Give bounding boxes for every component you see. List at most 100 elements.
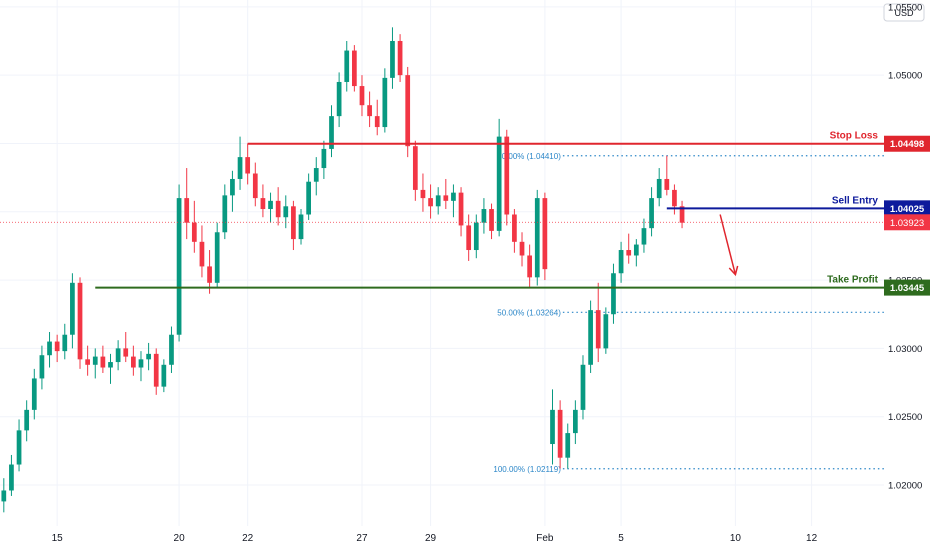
candle-body[interactable]: [176, 198, 182, 335]
price-levels[interactable]: Stop Loss Sell Entry Take Profit: [0, 131, 884, 289]
candle-body[interactable]: [268, 200, 273, 210]
candle-body[interactable]: [169, 334, 174, 365]
candles[interactable]: [1, 27, 685, 513]
candle-body[interactable]: [390, 40, 395, 78]
candle-body[interactable]: [344, 50, 350, 82]
candle-body[interactable]: [199, 241, 205, 267]
candle-body[interactable]: [519, 241, 525, 256]
candle-body[interactable]: [367, 105, 372, 117]
candle-body[interactable]: [542, 198, 548, 270]
candle-body[interactable]: [123, 348, 129, 357]
candle-body[interactable]: [92, 356, 98, 365]
candle-body[interactable]: [184, 198, 190, 223]
candle-body[interactable]: [313, 168, 319, 182]
candle-body[interactable]: [374, 116, 380, 128]
candle-body[interactable]: [588, 310, 593, 365]
candle-body[interactable]: [62, 334, 68, 352]
candle-body[interactable]: [153, 353, 159, 387]
candle-body[interactable]: [633, 244, 639, 256]
candle-body[interactable]: [359, 86, 365, 106]
candle-body[interactable]: [161, 364, 167, 387]
candle-body[interactable]: [191, 222, 197, 242]
candle-body[interactable]: [443, 195, 449, 201]
candle-body[interactable]: [245, 157, 251, 174]
candle-body[interactable]: [70, 282, 75, 335]
candle-body[interactable]: [115, 348, 121, 363]
candle-body[interactable]: [24, 409, 30, 431]
candle-body[interactable]: [420, 189, 426, 199]
candle-body[interactable]: [351, 50, 357, 87]
candle-body[interactable]: [458, 192, 464, 226]
candle-body[interactable]: [572, 409, 578, 434]
candle-body[interactable]: [39, 355, 45, 379]
candle-body[interactable]: [321, 148, 327, 169]
candle-body[interactable]: [31, 378, 37, 410]
fib-retracement[interactable]: 0.00% (1.04410) 50.00% (1.03264) 100.00% (…: [493, 152, 884, 474]
candle-body[interactable]: [405, 75, 411, 147]
candle-body[interactable]: [138, 359, 144, 368]
candle-body[interactable]: [557, 409, 563, 458]
candle-body[interactable]: [527, 255, 533, 278]
candle-body[interactable]: [649, 198, 654, 229]
candle-body[interactable]: [641, 228, 647, 245]
candle-body[interactable]: [672, 189, 677, 207]
candle-body[interactable]: [306, 181, 312, 215]
candle-body[interactable]: [451, 192, 456, 201]
candle-body[interactable]: [222, 195, 228, 233]
currency-badge[interactable]: [883, 3, 925, 22]
candle-body[interactable]: [108, 362, 113, 368]
candle-body[interactable]: [252, 173, 258, 199]
candle-body[interactable]: [603, 314, 609, 349]
projection-arrow[interactable]: [719, 214, 739, 277]
candle-body[interactable]: [611, 273, 616, 315]
candle-body[interactable]: [275, 200, 281, 218]
candle-body[interactable]: [435, 195, 441, 207]
candle-body[interactable]: [595, 310, 601, 349]
candle-body[interactable]: [534, 198, 540, 278]
candle-body[interactable]: [580, 364, 586, 410]
candle-body[interactable]: [504, 136, 510, 215]
candle-body[interactable]: [428, 198, 433, 207]
candle-body[interactable]: [481, 209, 487, 223]
candle-body[interactable]: [77, 282, 83, 360]
candle-body[interactable]: [214, 232, 220, 283]
candle-body[interactable]: [329, 116, 334, 149]
candle-body[interactable]: [283, 206, 289, 218]
candle-body[interactable]: [336, 81, 342, 117]
candle-body[interactable]: [466, 225, 472, 251]
candle-body[interactable]: [54, 341, 60, 352]
candle-body[interactable]: [512, 214, 517, 242]
candle-body[interactable]: [1, 490, 7, 502]
candle-body[interactable]: [100, 356, 106, 368]
candle-body[interactable]: [260, 198, 266, 210]
candle-body[interactable]: [230, 178, 235, 196]
candle-body[interactable]: [626, 250, 632, 256]
candle-body[interactable]: [47, 341, 52, 356]
time-axis[interactable]: 15 20 22 27 29 Feb 5 10 12: [52, 533, 818, 544]
candle-body[interactable]: [412, 146, 418, 190]
candle-body[interactable]: [9, 464, 14, 491]
candle-body[interactable]: [382, 77, 388, 128]
candle-body[interactable]: [207, 266, 212, 283]
candle-body[interactable]: [237, 157, 243, 179]
candle-body[interactable]: [85, 359, 91, 365]
candle-body[interactable]: [291, 206, 296, 240]
candle-body[interactable]: [16, 430, 22, 465]
candle-body[interactable]: [656, 178, 662, 199]
candle-body[interactable]: [565, 433, 571, 458]
candle-body[interactable]: [298, 214, 304, 240]
arrow-shaft[interactable]: [719, 214, 737, 275]
candle-body[interactable]: [679, 206, 685, 223]
price-axis[interactable]: USD 1.020001.025001.030001.035001.040001…: [883, 0, 932, 550]
candle-body[interactable]: [496, 136, 502, 231]
candle-body[interactable]: [397, 40, 403, 76]
candle-body[interactable]: [489, 209, 494, 231]
candle-body[interactable]: [130, 356, 136, 368]
candle-body[interactable]: [664, 178, 670, 190]
candle-body[interactable]: [146, 353, 151, 360]
candle-body[interactable]: [618, 250, 624, 274]
candle-body[interactable]: [550, 409, 555, 445]
candle-body[interactable]: [473, 222, 479, 251]
